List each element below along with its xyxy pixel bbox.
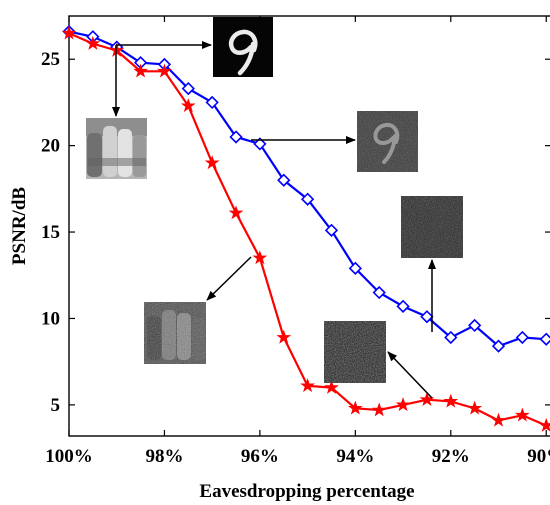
inset-digit-9-clear xyxy=(213,17,273,77)
data-point xyxy=(491,412,506,427)
data-point xyxy=(444,330,458,345)
plot-area-frame xyxy=(68,15,550,437)
data-point xyxy=(277,173,291,187)
data-point xyxy=(61,25,77,40)
series-0 xyxy=(62,24,550,353)
data-point xyxy=(371,402,387,417)
data-point xyxy=(347,400,363,415)
data-point xyxy=(443,393,459,408)
y-tick-label: 10 xyxy=(41,308,60,329)
data-point xyxy=(204,155,220,170)
x-axis: 100% 98% 96% 94% 92% 90% xyxy=(45,16,550,467)
x-tick-label: 98% xyxy=(145,446,183,467)
data-point xyxy=(324,223,339,237)
y-axis: 5 10 15 20 25 xyxy=(41,49,550,416)
data-point xyxy=(300,192,315,206)
data-point xyxy=(372,285,386,300)
data-point xyxy=(420,310,434,324)
data-point xyxy=(468,318,482,333)
data-point xyxy=(85,35,101,50)
data-point xyxy=(515,407,530,422)
data-point xyxy=(276,329,292,344)
data-point xyxy=(229,130,243,144)
inset-bottles-noisy xyxy=(144,302,206,364)
data-point xyxy=(205,95,219,110)
data-point xyxy=(491,339,506,353)
data-point xyxy=(252,250,268,265)
x-tick-label: 96% xyxy=(241,446,279,467)
x-tick-label: 92% xyxy=(432,446,470,467)
x-axis-title: Eavesdropping percentage xyxy=(199,481,414,502)
data-point xyxy=(467,400,482,415)
series-layer xyxy=(61,24,550,432)
y-tick-label: 25 xyxy=(41,49,60,70)
data-point xyxy=(538,417,550,432)
data-point xyxy=(228,205,244,220)
data-point xyxy=(395,397,411,412)
inset-bottles-clear xyxy=(86,118,147,179)
inset-digit-9-noisy xyxy=(357,111,418,172)
data-point xyxy=(157,63,172,78)
x-tick-label: 90% xyxy=(527,446,550,467)
data-point xyxy=(419,391,435,406)
data-point xyxy=(300,378,315,393)
inset-noise-red xyxy=(324,321,386,383)
data-point xyxy=(253,137,267,151)
x-tick-label: 94% xyxy=(336,446,374,467)
data-point xyxy=(396,299,410,314)
data-point xyxy=(133,63,148,78)
data-point xyxy=(515,330,529,345)
arrow-to-bottles-noisy xyxy=(206,256,252,301)
data-point xyxy=(348,261,362,275)
series-1 xyxy=(61,25,550,432)
y-axis-title: PSNR/dB xyxy=(9,187,30,265)
arrow-to-noise-red xyxy=(387,351,433,399)
inset-noise-blue xyxy=(401,196,463,258)
data-point xyxy=(181,81,195,96)
y-tick-label: 5 xyxy=(51,395,61,416)
y-tick-label: 20 xyxy=(41,136,60,157)
series-line xyxy=(68,30,547,348)
data-point xyxy=(324,379,339,394)
data-point xyxy=(539,332,550,346)
data-point xyxy=(180,98,196,113)
x-tick-label: 100% xyxy=(45,446,93,467)
annotation-arrows xyxy=(112,41,436,399)
y-tick-label: 15 xyxy=(41,222,60,243)
series-line xyxy=(68,32,547,427)
